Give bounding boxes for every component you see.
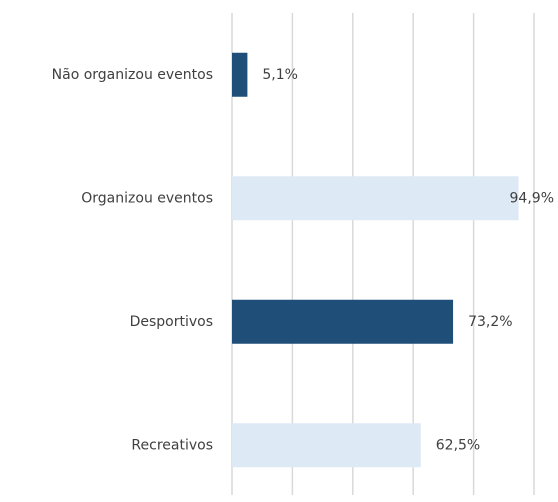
category-label: Não organizou eventos — [52, 67, 213, 83]
bar — [232, 423, 421, 468]
value-label: 94,9% — [510, 190, 554, 206]
value-label: 62,5% — [436, 437, 480, 453]
bar — [232, 299, 454, 344]
value-label: 5,1% — [262, 67, 298, 83]
value-label: 73,2% — [468, 314, 512, 330]
bar — [232, 52, 248, 97]
category-label: Desportivos — [130, 314, 213, 330]
bar — [232, 176, 519, 221]
category-label: Organizou eventos — [81, 190, 213, 206]
category-label: Recreativos — [131, 437, 213, 453]
